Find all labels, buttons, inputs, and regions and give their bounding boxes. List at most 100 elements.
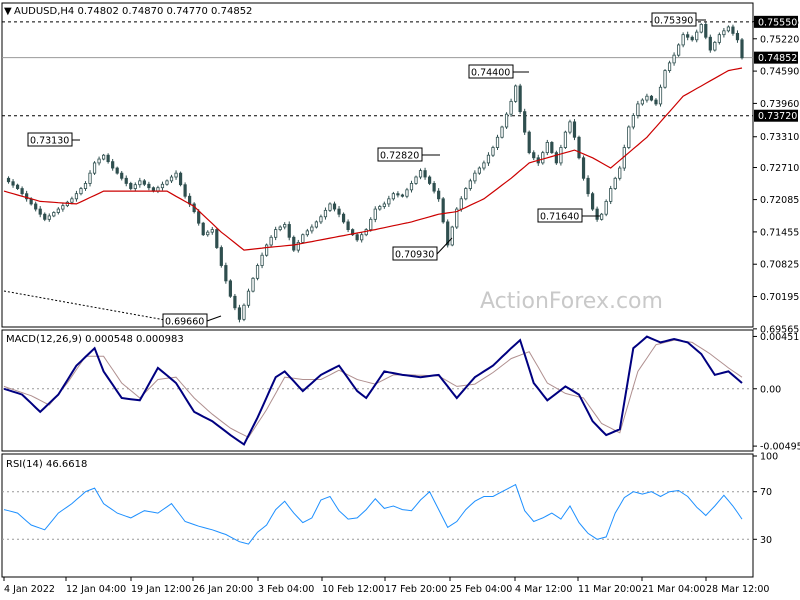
rsi-tick-label: 30: [760, 535, 772, 546]
annotation-label: 0.73130: [30, 136, 69, 147]
dropdown-arrow-icon[interactable]: ▼: [4, 6, 12, 17]
candle-body: [43, 213, 47, 220]
moving-average-line: [3, 67, 743, 251]
candle-body: [319, 216, 323, 223]
annotation-box: [468, 64, 514, 79]
candle-body: [346, 221, 350, 230]
macd-panel: [1, 329, 754, 452]
candle-body: [468, 180, 472, 189]
candle-body: [79, 188, 83, 195]
watermark: ActionForex.com: [480, 289, 663, 314]
candle-body: [572, 121, 577, 138]
rsi-panel: [1, 453, 754, 578]
x-tick-label: 26 Jan 20:00: [193, 584, 253, 595]
candle-body: [305, 230, 309, 236]
candle-body: [83, 183, 88, 189]
level-label: 0.73720: [758, 111, 797, 122]
candle-body: [509, 100, 513, 115]
candle-body: [15, 184, 20, 189]
current-price-tag: [754, 51, 798, 64]
annotation-box: [377, 147, 423, 162]
candle-body: [115, 167, 119, 174]
candle-body: [595, 208, 599, 220]
candle-body: [124, 177, 128, 184]
candle-body: [663, 70, 667, 88]
candle-body: [554, 152, 558, 164]
candle-body: [523, 111, 527, 133]
macd-tick-label: 0.004517: [760, 332, 800, 343]
candle-body: [731, 26, 735, 34]
candle-body: [618, 167, 622, 179]
candle-body: [160, 183, 165, 189]
candle-body: [274, 229, 278, 238]
candle-body: [56, 208, 60, 213]
candle-body: [409, 183, 414, 191]
annotation-box: [392, 246, 438, 261]
y-tick-label: 0.70195: [760, 292, 799, 303]
candle-body: [310, 226, 314, 232]
level-tag: [754, 109, 798, 122]
candle-body: [332, 203, 337, 210]
current-price-label: 0.74852: [758, 53, 797, 64]
annotation-leader: [436, 237, 453, 255]
candle-body: [717, 34, 721, 43]
candle-body: [400, 194, 405, 197]
candle-body: [550, 141, 554, 154]
price-panel: [1, 2, 754, 328]
x-tick-label: 11 Mar 20:00: [578, 584, 641, 595]
candle-body: [337, 208, 341, 215]
candle-body: [450, 226, 454, 246]
candle-body: [600, 213, 604, 220]
candle-body: [6, 177, 11, 183]
candle-body: [613, 177, 617, 189]
annotation-box: [27, 132, 73, 147]
candle-body: [559, 147, 563, 164]
candle-body: [296, 242, 300, 251]
x-tick-label: 4 Jan 2022: [4, 584, 55, 595]
candle-body: [246, 290, 251, 306]
annotation-leader: [206, 315, 222, 322]
candle-body: [464, 188, 468, 200]
rsi-tick-label: 70: [760, 487, 772, 498]
candle-body: [97, 158, 101, 164]
candle-body: [47, 215, 51, 220]
candle-body: [459, 198, 463, 210]
x-tick-label: 12 Jan 04:00: [66, 584, 126, 595]
level-tag: [754, 15, 798, 28]
candle-body: [219, 247, 223, 266]
candle-body: [129, 183, 133, 189]
candle-body: [38, 208, 42, 215]
candle-body: [165, 180, 169, 185]
candle-body: [283, 224, 287, 228]
annotation-label: 0.69660: [165, 317, 204, 328]
candle-body: [504, 113, 509, 128]
candle-body: [11, 181, 15, 186]
candle-body: [455, 208, 459, 228]
candle-body: [740, 39, 744, 59]
candle-body: [52, 212, 56, 217]
macd-signal-line: [3, 339, 743, 439]
candle-body: [518, 85, 522, 113]
rsi-tick-label: 100: [760, 452, 778, 463]
candle-body: [609, 188, 613, 202]
macd-tick-label: 0.00: [760, 384, 781, 395]
candle-body: [686, 34, 690, 38]
level-label: 0.75550: [758, 17, 797, 28]
candle-body: [604, 200, 608, 215]
y-tick-label: 0.72085: [760, 195, 799, 206]
rsi-label: RSI(14) 46.6618: [6, 459, 87, 470]
candle-body: [437, 190, 441, 200]
candle-body: [405, 189, 409, 197]
x-tick-label: 4 Mar 12:00: [515, 584, 572, 595]
candle-body: [106, 154, 110, 163]
candle-body: [495, 136, 500, 148]
candle-body: [432, 183, 436, 192]
x-tick-label: 3 Feb 04:00: [258, 584, 314, 595]
candle-body: [699, 24, 703, 33]
candle-body: [446, 221, 450, 246]
y-tick-label: 0.71455: [760, 227, 799, 238]
candle-body: [242, 304, 246, 320]
candle-body: [206, 231, 210, 236]
candle-body: [228, 280, 232, 297]
candle-body: [201, 222, 205, 236]
